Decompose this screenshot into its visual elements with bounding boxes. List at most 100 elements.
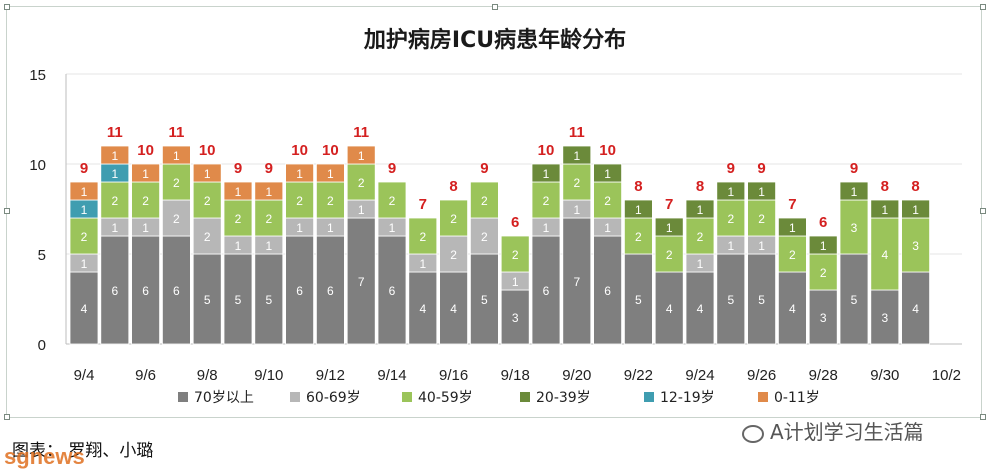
total-label: 8 (881, 178, 889, 195)
total-label: 11 (353, 124, 369, 141)
x-tick-label: 9/14 (377, 367, 406, 384)
total-label: 11 (107, 124, 123, 141)
y-axis-ticks: 0 5 10 15 (29, 67, 46, 354)
bar-segment (778, 235, 807, 273)
segment-label: 2 (327, 194, 334, 208)
bar-segment (69, 181, 99, 201)
segment-label: 1 (789, 221, 796, 235)
bar-segment (808, 253, 838, 291)
x-tick-label: 9/24 (685, 367, 714, 384)
segment-label: 1 (111, 221, 118, 235)
bar-stack-9/8: 5 2 2 1 10 (192, 142, 222, 345)
bar-stack-9/10: 5 1 2 1 9 (254, 160, 284, 345)
total-label: 8 (449, 178, 457, 195)
total-label: 7 (788, 196, 796, 213)
segment-label: 3 (881, 311, 888, 325)
bar-segment (100, 181, 130, 219)
bar-stack-9/26: 5 1 2 1 9 (747, 160, 776, 345)
segment-label: 1 (81, 185, 88, 199)
legend-swatch (520, 392, 530, 402)
resize-handle-left[interactable] (4, 208, 10, 214)
bar-segment (192, 163, 222, 183)
bar-stack-9/4: 4 1 2 1 1 9 (69, 160, 99, 345)
resize-handle-bottomright[interactable] (980, 414, 986, 420)
segment-label: 4 (912, 302, 919, 316)
legend-label: 0-11岁 (774, 390, 820, 406)
segment-label: 6 (142, 284, 149, 298)
total-label: 9 (727, 160, 735, 177)
x-tick-label: 9/12 (316, 367, 345, 384)
segment-label: 2 (173, 176, 180, 190)
x-axis-ticks: 9/4 9/6 9/8 9/10 9/12 9/14 9/16 9/18 9/20 9/22 9/2… (74, 367, 961, 384)
segment-label: 6 (296, 284, 303, 298)
segment-label: 2 (450, 212, 457, 226)
bar-segment (901, 199, 930, 219)
segment-label: 1 (573, 149, 580, 163)
segment-label: 1 (543, 167, 550, 181)
resize-handle-top[interactable] (492, 4, 498, 10)
total-label: 9 (757, 160, 765, 177)
bar-stack-9/17: 5 2 2 9 (469, 160, 499, 345)
bar-stack-9/9: 5 1 2 1 9 (223, 160, 253, 345)
segment-label: 2 (666, 248, 673, 262)
segment-label: 1 (173, 149, 180, 163)
segment-label: 1 (235, 185, 242, 199)
bar-segment (808, 289, 838, 345)
bar-stack-9/14: 6 1 2 9 (377, 160, 407, 345)
bar-segment (747, 199, 776, 237)
segment-label: 1 (358, 149, 365, 163)
bar-segment (285, 163, 315, 183)
resize-handle-right[interactable] (980, 208, 986, 214)
x-tick-label: 9/28 (809, 367, 838, 384)
bar-segment (901, 271, 930, 345)
resize-handle-topleft[interactable] (4, 4, 10, 10)
bar-stack-9/6: 6 1 2 1 10 (131, 142, 161, 345)
bar-segment (377, 181, 407, 219)
segment-label: 2 (758, 212, 765, 226)
segment-label: 1 (881, 203, 888, 217)
segment-label: 2 (358, 176, 365, 190)
segment-label: 1 (727, 185, 734, 199)
segment-label: 1 (296, 167, 303, 181)
bar-segment (439, 271, 469, 345)
legend-label: 40-59岁 (418, 390, 473, 406)
segment-label: 1 (543, 221, 550, 235)
bar-segment (377, 235, 407, 345)
resize-handle-topright[interactable] (980, 4, 986, 10)
bar-segment (161, 235, 191, 345)
resize-handle-bottomleft[interactable] (4, 414, 10, 420)
segment-label: 2 (512, 248, 519, 262)
legend-swatch (178, 392, 188, 402)
bar-segment (808, 235, 838, 255)
segment-label: 2 (481, 194, 488, 208)
bar-stack-9/16: 4 2 2 8 (439, 178, 469, 345)
segment-label: 1 (512, 275, 519, 289)
segment-label: 1 (758, 239, 765, 253)
total-label: 10 (322, 142, 339, 159)
bar-segment (654, 217, 684, 237)
bar-stack-9/12: 6 1 2 1 10 (315, 142, 345, 345)
legend-swatch (290, 392, 300, 402)
segment-label: 1 (727, 239, 734, 253)
segment-label: 2 (204, 230, 211, 244)
x-tick-label: 9/20 (562, 367, 591, 384)
segment-label: 1 (296, 221, 303, 235)
bar-segment (624, 199, 653, 219)
bar-segment (870, 289, 900, 345)
segment-label: 7 (573, 275, 580, 289)
bar-segment (469, 253, 499, 345)
segment-label: 5 (235, 293, 242, 307)
bar-segment (315, 181, 345, 219)
y-tick-label: 10 (29, 157, 46, 174)
segment-label: 6 (604, 284, 611, 298)
legend-swatch (402, 392, 412, 402)
total-label: 10 (538, 142, 555, 159)
bar-segment (685, 199, 715, 219)
segment-label: 2 (204, 194, 211, 208)
segment-label: 1 (81, 203, 88, 217)
segment-label: 2 (142, 194, 149, 208)
y-tick-label: 0 (38, 337, 46, 354)
segment-label: 4 (81, 302, 88, 316)
